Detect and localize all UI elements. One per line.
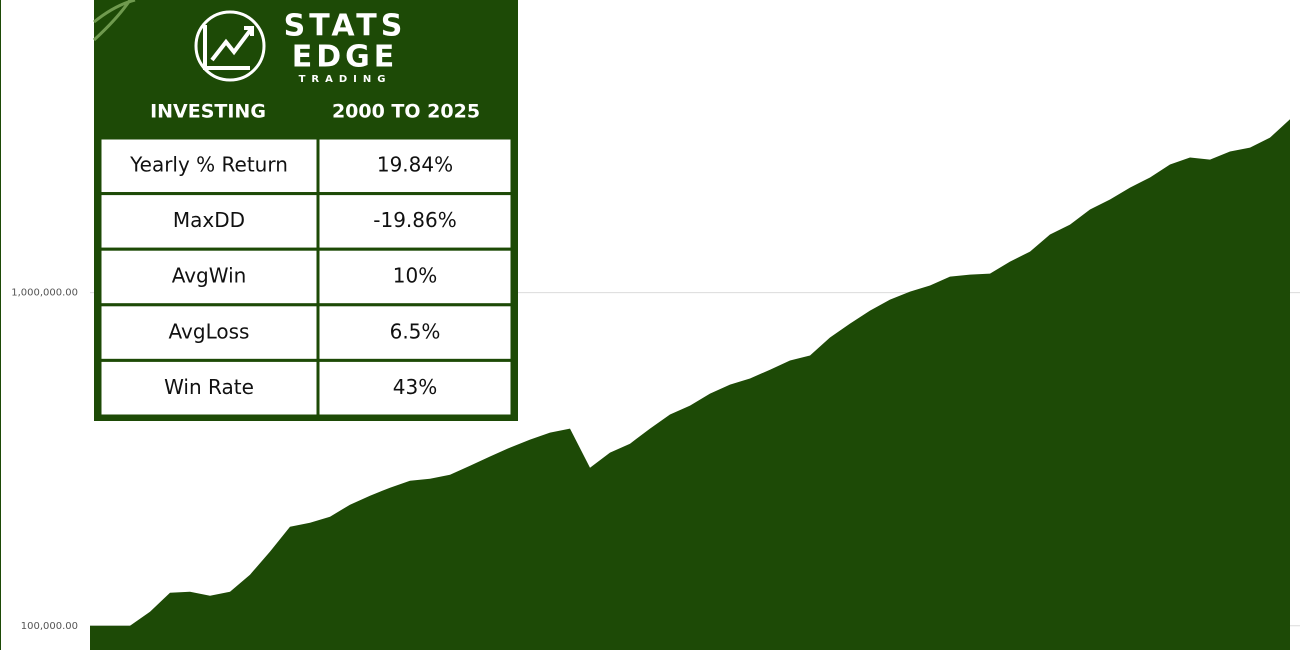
table-header: 2000 TO 2025	[332, 101, 480, 123]
table-header: INVESTING	[150, 101, 266, 123]
cell-text: Yearly % Return	[129, 153, 288, 177]
table-cell	[316, 247, 514, 307]
stats-panel: STATS EDGE TRADING INVESTING 2000 TO 202…	[92, 0, 518, 421]
cell-text: 43%	[393, 375, 437, 399]
logo-word: EDGE	[292, 40, 399, 75]
decor	[92, 0, 136, 42]
area	[90, 119, 1290, 650]
cell-text: 10%	[393, 264, 437, 288]
cell-text: AvgWin	[172, 264, 247, 288]
table-cell	[316, 192, 514, 251]
logo-word: STATS	[284, 9, 407, 44]
table-cell	[316, 303, 514, 362]
cell-text: -19.86%	[373, 208, 456, 232]
table-cell	[316, 358, 514, 418]
cell-text: MaxDD	[173, 208, 245, 232]
table-cell	[98, 358, 320, 418]
y-tick-label: 100,000.00	[21, 621, 78, 632]
logo-ring	[194, 10, 266, 82]
table-cell	[98, 247, 320, 307]
y-tick-label: 1,000,000.00	[11, 288, 78, 299]
logo-icon	[203, 25, 254, 70]
logo-word: TRADING	[299, 74, 392, 85]
cell-text: 19.84%	[377, 153, 453, 177]
table-cell	[316, 136, 514, 196]
cell-text: AvgLoss	[169, 319, 250, 343]
cell-text: Win Rate	[164, 375, 254, 399]
cell-text: 6.5%	[390, 319, 441, 343]
